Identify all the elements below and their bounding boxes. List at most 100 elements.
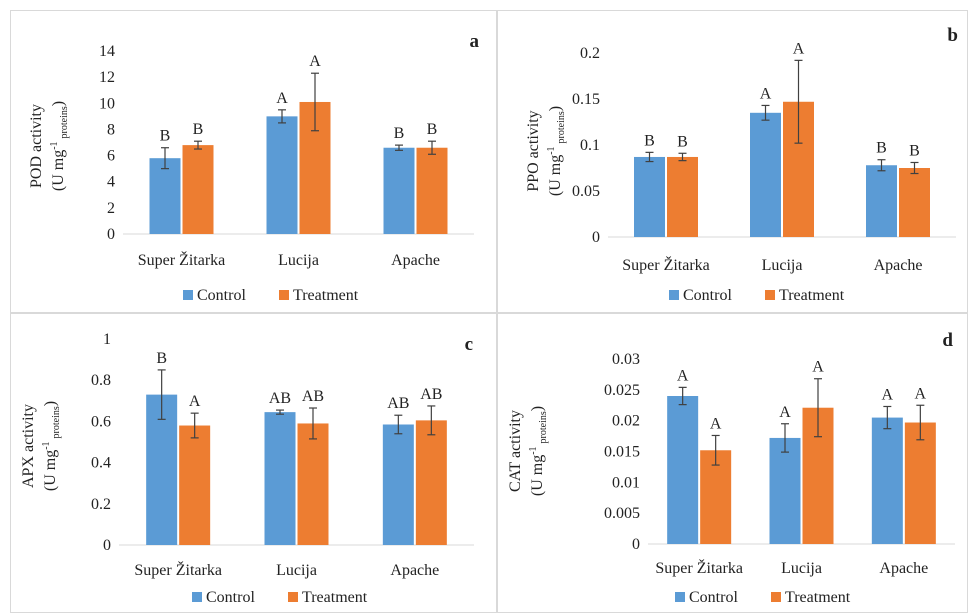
category-label: Lucija xyxy=(762,257,803,274)
y-unit-superscript: -1 xyxy=(41,441,52,449)
chart-d-svg: 0 0.005 0.01 0.015 0.02 0.025 0.03 A A Super Žita… xyxy=(507,330,955,606)
y-unit-close: ) xyxy=(529,406,546,411)
y-tick-label: 0.4 xyxy=(91,455,111,472)
control-bar xyxy=(383,147,415,234)
y-tick-label: 0.2 xyxy=(91,496,111,513)
y-unit-main: (U mg xyxy=(547,155,564,196)
legend-swatch-treatment xyxy=(279,290,289,300)
significance-letter: B xyxy=(156,350,167,367)
significance-letter: B xyxy=(876,140,887,157)
legend-label-treatment: Treatment xyxy=(785,589,851,606)
y-tick-label: 14 xyxy=(99,43,115,60)
category-label: Apache xyxy=(391,252,440,269)
significance-letter: B xyxy=(160,128,171,145)
significance-letter: B xyxy=(427,121,438,138)
control-bar xyxy=(149,158,181,234)
y-tick-label: 0.05 xyxy=(572,183,600,200)
y-tick-label: 4 xyxy=(107,174,115,191)
y-tick-label: 0 xyxy=(103,537,111,554)
y-tick-label: 2 xyxy=(107,200,115,217)
category-label: Lucija xyxy=(781,560,822,577)
control-bar xyxy=(634,156,665,237)
legend-swatch-control xyxy=(669,290,679,300)
y-tick-label: 0.2 xyxy=(580,45,600,62)
y-tick-label: 0 xyxy=(592,229,600,246)
control-bar xyxy=(866,165,897,237)
significance-letter: A xyxy=(760,85,772,102)
category-label: Super Žitarka xyxy=(138,250,226,269)
legend-label-treatment: Treatment xyxy=(293,287,359,304)
y-unit-superscript: -1 xyxy=(528,446,539,454)
legend-swatch-control xyxy=(183,290,193,300)
chart-panel-a: 0 2 4 6 8 10 12 14 B B Super Žitarka A A Lucija B B Apac… xyxy=(10,10,497,313)
treatment-bar xyxy=(415,420,447,545)
legend-label-control: Control xyxy=(197,287,246,304)
control-bar xyxy=(667,396,699,544)
legend-label-treatment: Treatment xyxy=(779,287,845,304)
legend-label-treatment: Treatment xyxy=(302,589,368,606)
y-unit-main: (U mg xyxy=(529,455,546,496)
category-label: Super Žitarka xyxy=(655,558,743,577)
significance-letter: A xyxy=(915,385,927,402)
y-axis-unit: (U mg-1 proteins) xyxy=(41,401,62,491)
chart-c-svg: 0 0.2 0.4 0.6 0.8 1 B A Super Žitarka AB AB Lucija A… xyxy=(20,331,474,606)
category-label: Lucija xyxy=(276,562,317,579)
y-tick-label: 0 xyxy=(107,226,115,243)
legend-swatch-treatment xyxy=(765,290,775,300)
significance-letter: AB xyxy=(302,388,324,405)
y-tick-label: 0.005 xyxy=(604,505,640,522)
y-tick-label: 0.6 xyxy=(91,413,111,430)
significance-letter: A xyxy=(189,393,201,410)
chart-b-svg: 0 0.05 0.1 0.15 0.2 B B Super Žitarka A A Lucija B B… xyxy=(525,25,958,304)
significance-letter: A xyxy=(882,386,894,403)
significance-letter: B xyxy=(677,133,688,150)
significance-letter: AB xyxy=(387,395,409,412)
panel-letter: c xyxy=(465,334,473,355)
significance-letter: A xyxy=(793,40,805,57)
y-axis-unit: (U mg-1 proteins) xyxy=(546,106,567,196)
y-unit-superscript: -1 xyxy=(546,146,557,154)
treatment-bar xyxy=(667,156,698,237)
treatment-bar xyxy=(904,422,936,544)
significance-letter: A xyxy=(710,415,722,432)
control-bar xyxy=(382,424,414,545)
y-tick-label: 0.15 xyxy=(572,91,600,108)
y-unit-main: (U mg xyxy=(42,450,59,491)
y-axis-title: PPO activity xyxy=(525,110,542,191)
control-bar xyxy=(871,417,903,544)
significance-letter: B xyxy=(193,121,204,138)
legend-swatch-treatment xyxy=(771,592,781,602)
y-axis-title: CAT activity xyxy=(507,410,524,492)
legend-swatch-control xyxy=(192,592,202,602)
chart-a-svg: 0 2 4 6 8 10 12 14 B B Super Žitarka A A Lucija B B Apac… xyxy=(28,31,480,304)
significance-letter: AB xyxy=(420,386,442,403)
y-tick-label: 0.015 xyxy=(604,444,640,461)
category-label: Apache xyxy=(390,562,439,579)
y-unit-subscript: proteins xyxy=(556,111,567,143)
y-tick-label: 10 xyxy=(99,95,115,112)
legend-label-control: Control xyxy=(689,589,738,606)
category-label: Super Žitarka xyxy=(134,560,222,579)
y-unit-subscript: proteins xyxy=(538,411,549,443)
treatment-bar xyxy=(416,147,448,234)
y-unit-superscript: -1 xyxy=(49,141,60,149)
y-tick-label: 0.1 xyxy=(580,137,600,154)
y-tick-label: 8 xyxy=(107,121,115,138)
y-axis-unit: (U mg-1 proteins) xyxy=(528,406,549,496)
y-tick-label: 0.02 xyxy=(612,413,640,430)
y-tick-label: 1 xyxy=(103,331,111,348)
y-axis-title: POD activity xyxy=(28,104,45,188)
y-unit-close: ) xyxy=(547,106,564,111)
chart-panel-d: 0 0.005 0.01 0.015 0.02 0.025 0.03 A A Super Žita… xyxy=(497,313,968,613)
treatment-bar xyxy=(700,450,732,544)
y-axis-unit: (U mg-1 proteins) xyxy=(49,101,70,191)
control-bar xyxy=(750,112,781,237)
y-tick-label: 0.8 xyxy=(91,372,111,389)
significance-letter: A xyxy=(677,367,689,384)
significance-letter: A xyxy=(309,53,321,70)
y-tick-label: 0 xyxy=(632,536,640,553)
y-tick-label: 6 xyxy=(107,148,115,165)
y-unit-close: ) xyxy=(42,401,59,406)
y-unit-subscript: proteins xyxy=(59,106,70,138)
legend-label-control: Control xyxy=(683,287,732,304)
